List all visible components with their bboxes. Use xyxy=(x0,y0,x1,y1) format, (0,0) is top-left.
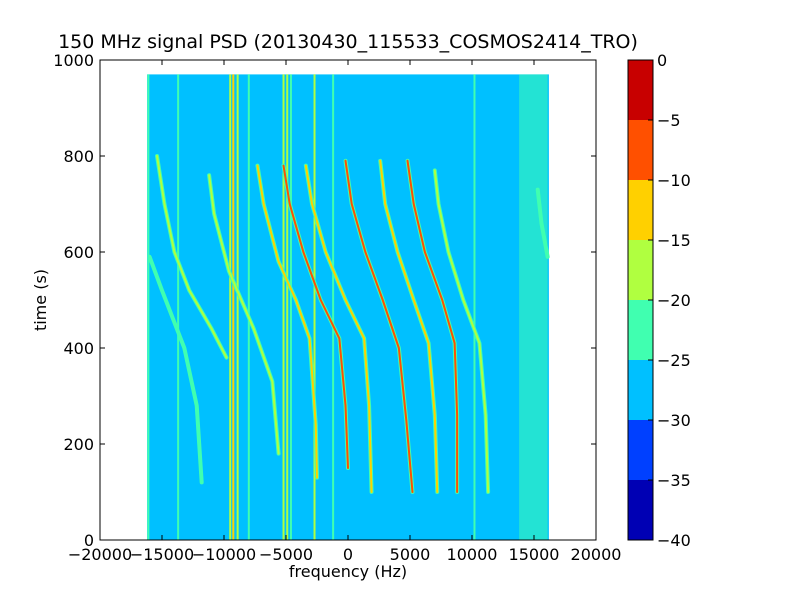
colorbar xyxy=(628,60,653,540)
colorbar-tick-label: −35 xyxy=(657,471,691,490)
colorbar-segment xyxy=(628,300,653,360)
x-tick-label: 5000 xyxy=(390,545,431,564)
chart-title: 150 MHz signal PSD (20130430_115533_COSM… xyxy=(58,31,638,53)
x-tick-label: 15000 xyxy=(509,545,560,564)
colorbar-tick-label: −25 xyxy=(657,351,691,370)
x-axis-ticks: −20000−15000−10000 −5000 0 5000 10000 15000 20… xyxy=(68,60,622,564)
colorbar-segment xyxy=(628,240,653,300)
y-tick-label: 600 xyxy=(63,243,94,262)
x-axis-label: frequency (Hz) xyxy=(289,562,407,581)
x-tick-label: −10000 xyxy=(192,545,256,564)
colorbar-tick-label: −5 xyxy=(657,111,681,130)
colorbar-tick-label: −40 xyxy=(657,531,691,550)
track-9 xyxy=(433,169,490,493)
colorbar-segment xyxy=(628,420,653,480)
x-tick-label: 0 xyxy=(343,545,353,564)
y-tick-label: 0 xyxy=(84,531,94,550)
track-8 xyxy=(406,159,459,493)
track-6 xyxy=(344,159,414,493)
colorbar-ticks: −40 −35 −30 −25 −20 −15 −10 −5 0 xyxy=(648,51,691,550)
y-axis-ticks: 0 200 400 600 800 1000 xyxy=(53,51,596,550)
x-tick-label: −5000 xyxy=(259,545,313,564)
doppler-tracks xyxy=(147,154,550,494)
x-tick-label: −15000 xyxy=(130,545,194,564)
track-7 xyxy=(379,159,439,493)
colorbar-tick-label: −20 xyxy=(657,291,691,310)
colorbar-segment xyxy=(628,360,653,420)
track-3 xyxy=(256,164,318,479)
plot-area xyxy=(147,74,550,541)
y-axis-label: time (s) xyxy=(31,269,50,331)
track-10 xyxy=(536,188,549,258)
y-tick-label: 200 xyxy=(63,435,94,454)
x-tick-label: 10000 xyxy=(447,545,498,564)
colorbar-tick-label: 0 xyxy=(657,51,667,70)
noise-band xyxy=(519,74,548,541)
colorbar-tick-label: −15 xyxy=(657,231,691,250)
x-tick-label: −20000 xyxy=(68,545,132,564)
track-4 xyxy=(282,164,349,469)
x-tick-label: 20000 xyxy=(571,545,622,564)
colorbar-tick-label: −30 xyxy=(657,411,691,430)
y-tick-label: 400 xyxy=(63,339,94,358)
colorbar-tick-label: −10 xyxy=(657,171,691,190)
y-tick-label: 1000 xyxy=(53,51,94,70)
colorbar-segment xyxy=(628,480,653,540)
colorbar-segment xyxy=(628,60,653,120)
track-2 xyxy=(208,174,280,455)
colorbar-segment xyxy=(628,120,653,180)
track-1 xyxy=(156,155,228,359)
noise-band-area xyxy=(519,74,548,541)
track-5 xyxy=(304,164,373,493)
y-tick-label: 800 xyxy=(63,147,94,166)
track-0 xyxy=(148,255,203,484)
vertical-signal-lines xyxy=(147,74,476,540)
colorbar-segment xyxy=(628,180,653,240)
